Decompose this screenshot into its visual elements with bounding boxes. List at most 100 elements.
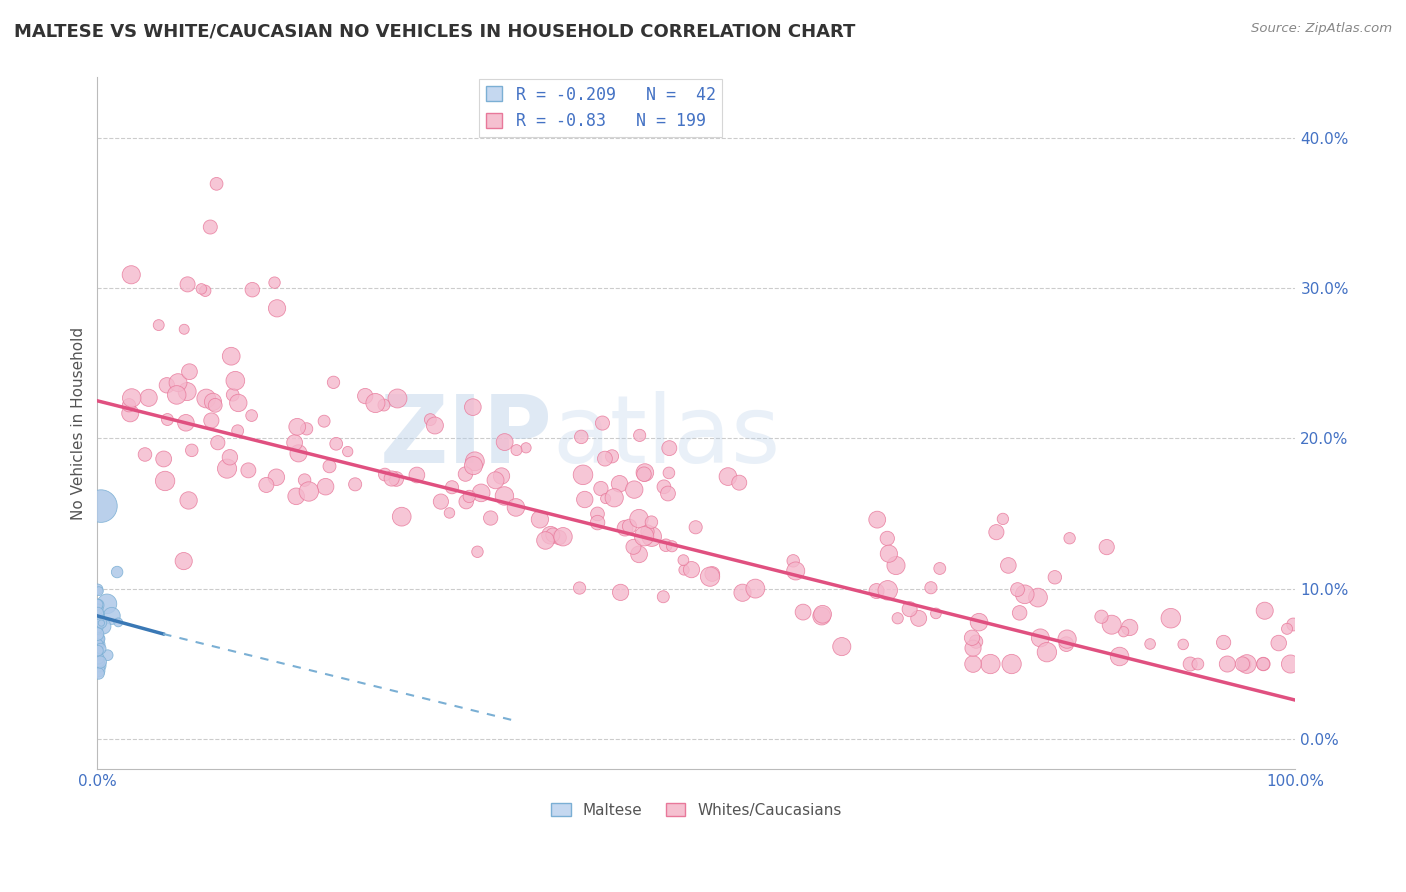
Point xyxy=(965,634,987,648)
Point xyxy=(86,638,108,652)
Legend: Maltese, Whites/Caucasians: Maltese, Whites/Caucasians xyxy=(544,797,848,824)
Point xyxy=(86,627,108,641)
Point xyxy=(534,533,557,548)
Point xyxy=(87,631,110,645)
Point xyxy=(87,606,110,620)
Point xyxy=(86,598,108,612)
Point xyxy=(609,476,631,491)
Point xyxy=(89,615,111,629)
Point xyxy=(1059,531,1081,545)
Point xyxy=(287,446,309,460)
Point xyxy=(148,318,170,332)
Point xyxy=(90,641,112,656)
Text: atlas: atlas xyxy=(553,392,780,483)
Point xyxy=(263,276,285,290)
Point xyxy=(728,475,751,490)
Point xyxy=(925,607,948,621)
Point xyxy=(831,640,853,654)
Point xyxy=(962,657,984,671)
Point xyxy=(619,519,641,533)
Point xyxy=(90,615,112,630)
Point xyxy=(593,451,616,466)
Point xyxy=(173,554,195,568)
Point xyxy=(586,516,609,530)
Point xyxy=(87,651,110,665)
Point xyxy=(89,632,111,646)
Point xyxy=(86,646,108,660)
Point xyxy=(731,586,754,600)
Point xyxy=(266,301,288,316)
Point xyxy=(195,392,218,406)
Point xyxy=(423,418,446,433)
Point xyxy=(1026,591,1049,605)
Point xyxy=(484,473,506,487)
Point xyxy=(1000,657,1022,671)
Point xyxy=(652,590,675,604)
Point xyxy=(1282,617,1305,632)
Point xyxy=(1008,606,1031,620)
Point xyxy=(652,480,675,494)
Point xyxy=(336,444,359,458)
Point xyxy=(569,430,592,444)
Point xyxy=(173,322,195,336)
Point xyxy=(865,584,887,599)
Point xyxy=(461,400,484,414)
Point xyxy=(226,396,249,410)
Point xyxy=(884,558,907,573)
Point xyxy=(623,483,645,497)
Point xyxy=(1279,657,1302,671)
Point xyxy=(89,632,111,647)
Point xyxy=(907,611,929,625)
Point xyxy=(541,528,564,542)
Point xyxy=(1118,620,1140,634)
Point xyxy=(505,443,527,458)
Point xyxy=(627,511,650,525)
Point xyxy=(494,435,516,450)
Point xyxy=(180,443,202,458)
Point xyxy=(156,378,179,392)
Point xyxy=(86,620,108,634)
Point xyxy=(628,428,651,442)
Point xyxy=(456,494,478,508)
Point xyxy=(785,564,807,578)
Point xyxy=(90,615,112,630)
Point xyxy=(406,468,429,483)
Point xyxy=(89,654,111,668)
Point xyxy=(661,539,683,553)
Point xyxy=(463,458,485,473)
Point xyxy=(118,398,141,412)
Point xyxy=(603,491,626,505)
Point xyxy=(100,608,122,623)
Point xyxy=(979,657,1001,671)
Point xyxy=(190,282,212,296)
Point xyxy=(1232,657,1254,671)
Point xyxy=(440,480,463,494)
Point xyxy=(672,553,695,567)
Point xyxy=(295,422,318,436)
Point xyxy=(574,492,596,507)
Point xyxy=(86,637,108,651)
Point xyxy=(685,520,707,534)
Point xyxy=(1139,637,1161,651)
Point xyxy=(285,489,308,503)
Point xyxy=(657,486,679,500)
Point xyxy=(430,494,453,508)
Point xyxy=(491,469,513,483)
Point xyxy=(1251,657,1274,671)
Point xyxy=(1236,657,1258,671)
Point xyxy=(876,583,898,598)
Point xyxy=(381,471,404,485)
Text: Source: ZipAtlas.com: Source: ZipAtlas.com xyxy=(1251,22,1392,36)
Point xyxy=(86,624,108,638)
Point xyxy=(600,450,623,464)
Point xyxy=(254,478,277,492)
Point xyxy=(1275,622,1298,636)
Point xyxy=(529,512,551,526)
Point xyxy=(811,607,834,622)
Point xyxy=(479,511,502,525)
Point xyxy=(967,615,990,629)
Point xyxy=(633,529,655,543)
Point xyxy=(87,584,110,599)
Point xyxy=(876,532,898,546)
Point xyxy=(219,450,242,465)
